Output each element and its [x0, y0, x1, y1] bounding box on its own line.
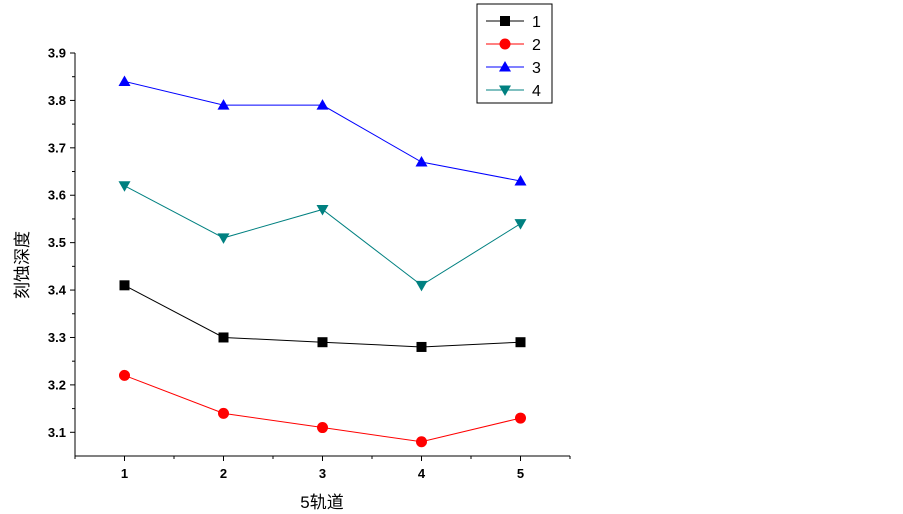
legend-label: 2 [532, 37, 541, 54]
x-tick-label: 4 [418, 466, 426, 481]
legend-item: 2 [486, 37, 541, 54]
y-tick-label: 3.7 [48, 140, 66, 155]
series-2 [119, 369, 526, 448]
data-point [499, 38, 511, 50]
data-point [317, 337, 328, 348]
data-point [416, 341, 427, 352]
legend-item: 4 [486, 83, 541, 100]
data-point [499, 85, 511, 96]
y-tick-label: 3.1 [48, 425, 66, 440]
y-tick-label: 3.5 [48, 235, 66, 250]
y-tick-label: 3.3 [48, 330, 66, 345]
data-point [316, 99, 329, 110]
data-point [118, 181, 131, 192]
series-layer [118, 75, 527, 448]
data-point [499, 61, 511, 72]
data-point [317, 422, 328, 434]
axes [74, 53, 570, 457]
data-point [119, 369, 130, 381]
series-line [124, 185, 521, 286]
data-point [415, 156, 428, 167]
data-point [500, 16, 510, 26]
series-line [124, 80, 521, 182]
data-point [217, 233, 230, 244]
y-tick-label: 3.9 [48, 46, 66, 61]
y-ticks: 3.1 3.2 3.3 3.4 3.5 3.6 3.7 3.8 3.9 [48, 46, 75, 440]
x-tick-label: 1 [121, 466, 128, 481]
data-point [119, 280, 130, 291]
data-point [416, 436, 427, 448]
data-point [316, 204, 329, 216]
data-point [218, 407, 229, 419]
legend-label: 4 [532, 83, 541, 100]
y-tick-label: 3.6 [48, 188, 66, 203]
data-point [218, 332, 229, 343]
y-tick-label: 3.2 [48, 377, 66, 392]
legend-item: 1 [486, 14, 541, 31]
legend: 1 2 3 4 [476, 3, 553, 104]
series-3 [118, 75, 527, 186]
series-4 [118, 181, 527, 292]
x-tick-label: 2 [220, 466, 227, 481]
series-1 [119, 280, 526, 352]
y-axis-title: 刻蚀深度 [13, 231, 32, 299]
legend-label: 1 [532, 14, 541, 31]
legend-item: 3 [486, 60, 541, 77]
x-tick-label: 3 [319, 466, 326, 481]
x-tick-label: 5 [517, 466, 524, 481]
data-point [514, 175, 527, 186]
y-tick-label: 3.4 [48, 283, 67, 298]
data-point [415, 280, 428, 292]
data-point [514, 219, 527, 230]
y-tick-label: 3.8 [48, 93, 66, 108]
data-point [515, 337, 526, 348]
x-ticks: 1 2 3 4 5 [74, 456, 571, 481]
legend-label: 3 [532, 60, 541, 77]
data-point [118, 75, 131, 86]
data-point [217, 99, 230, 110]
data-point [515, 412, 526, 424]
x-axis-title: 5轨道 [300, 493, 343, 512]
